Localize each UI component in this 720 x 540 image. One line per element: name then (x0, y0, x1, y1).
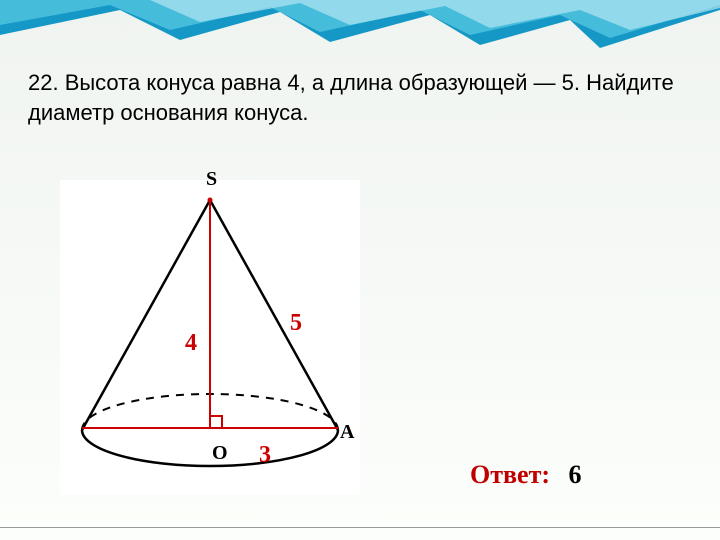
cone-diagram (50, 170, 370, 500)
label-point-A: A (340, 421, 354, 444)
answer-value: 6 (557, 460, 582, 489)
label-height-4: 4 (185, 330, 197, 357)
label-center-O: O (212, 442, 228, 465)
label-radius-3: 3 (259, 442, 271, 469)
answer-block: Ответ: 6 (470, 460, 582, 490)
bottom-divider (0, 527, 720, 528)
problem-text: 22. Высота конуса равна 4, а длина образ… (28, 68, 692, 127)
label-slant-5: 5 (290, 310, 302, 337)
top-banner (0, 0, 720, 50)
answer-label: Ответ: (470, 460, 550, 489)
label-apex-S: S (206, 168, 217, 191)
